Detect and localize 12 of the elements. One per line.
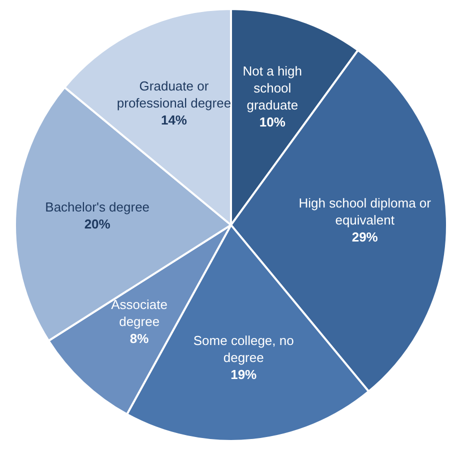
data-label: 14% (160, 112, 188, 128)
slice-label: Associate degree (111, 297, 168, 330)
data-label: 20% (84, 216, 111, 232)
slice-label: Not a high school graduate (242, 64, 302, 113)
data-label: 29% (352, 229, 378, 244)
data-label: 19% (230, 366, 258, 382)
slice-label: High school diploma or equivalent (298, 195, 432, 228)
slice-label: Bachelor's degree (45, 200, 150, 215)
slice-label: Some college, no degree (193, 332, 294, 365)
data-label: 8% (130, 331, 150, 346)
slice-label: Graduate or professional degree (116, 78, 232, 110)
data-label: 10% (259, 114, 286, 130)
